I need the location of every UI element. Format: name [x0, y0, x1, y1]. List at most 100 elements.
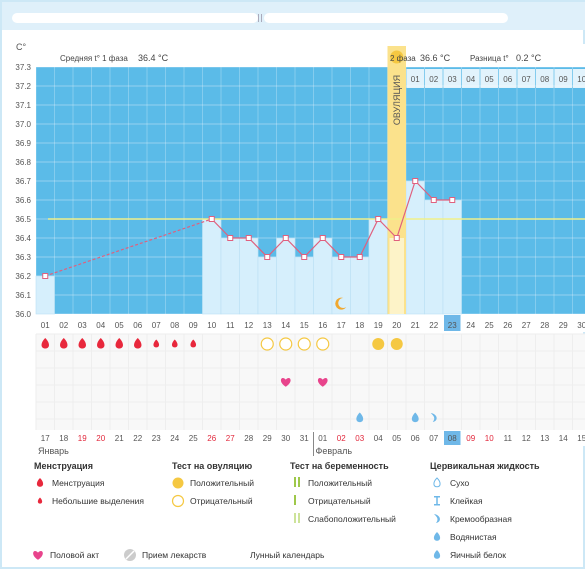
- cycle-day-label: 02: [59, 321, 68, 330]
- pill-line: [125, 550, 135, 560]
- intercourse-heart-icon: [280, 377, 291, 387]
- cycle-day-label: 21: [411, 321, 420, 330]
- y-tick-label: 36.1: [15, 291, 31, 300]
- pregtest-bar-a: [294, 477, 296, 487]
- date-label: 01: [318, 434, 327, 443]
- cycle-day-label: 15: [300, 321, 309, 330]
- menstruation-drop-icon: [134, 338, 142, 349]
- date-label: 24: [170, 434, 179, 443]
- phase2-day-label: 03: [448, 75, 457, 84]
- date-label: 14: [559, 434, 568, 443]
- cycle-day-label: 04: [96, 321, 105, 330]
- cycle-day-label: 23: [448, 321, 457, 330]
- date-label: 29: [263, 434, 272, 443]
- legend-ovtest-negative-icon: [171, 494, 185, 508]
- date-label: 04: [374, 434, 383, 443]
- ovtest-positive-icon: [390, 338, 403, 350]
- cycle-day-label: 08: [170, 321, 179, 330]
- legend-pregtest-title: Тест на беременность: [290, 461, 389, 471]
- legend-fluid-label: Яичный белок: [450, 550, 506, 560]
- legend-pregtest-icon: [294, 477, 300, 487]
- y-tick-label: 37.2: [15, 82, 31, 91]
- temperature-point: [227, 235, 234, 241]
- cycle-day-label: 14: [281, 321, 290, 330]
- phase2-day-cell: [499, 69, 517, 88]
- temperature-segment: [377, 218, 398, 239]
- date-label: 02: [337, 434, 346, 443]
- cycle-day-label: 10: [207, 321, 216, 330]
- horizontal-scrollbar[interactable]: [2, 2, 585, 30]
- spotting-drop-icon: [171, 339, 178, 348]
- temperature-point: [338, 254, 345, 260]
- temperature-segment: [396, 180, 416, 239]
- legend-egg-white-icon: [433, 550, 441, 559]
- cycle-day-label: 26: [503, 321, 512, 330]
- cycle-day-label: 19: [374, 321, 383, 330]
- temperature-segment: [248, 237, 268, 258]
- temperature-point: [245, 235, 252, 241]
- cycle-day-label: 20: [392, 321, 401, 330]
- y-tick-label: 36.0: [15, 310, 31, 319]
- legend-dry-icon: [433, 477, 441, 488]
- cycle-day-label: 22: [429, 321, 438, 330]
- date-label: 12: [522, 434, 531, 443]
- scrollbar-track-right[interactable]: [264, 13, 508, 23]
- pregtest-bar-b: [298, 477, 300, 487]
- legend-intercourse-label: Половой акт: [50, 550, 99, 560]
- phase2-day-label: 07: [522, 75, 531, 84]
- moon-icon: [335, 297, 347, 310]
- date-label: 19: [78, 434, 87, 443]
- legend-spotting-label: Небольшие выделения: [52, 496, 144, 506]
- y-tick-label: 36.9: [15, 139, 31, 148]
- y-tick-label: 37.0: [15, 120, 31, 129]
- temperature-bar: [257, 256, 277, 315]
- cycle-day-label: 28: [540, 321, 549, 330]
- temperature-bar: [202, 218, 222, 315]
- cycle-day-label: 13: [263, 321, 272, 330]
- legend-intercourse-icon: [33, 550, 43, 560]
- date-label: 17: [41, 434, 50, 443]
- temperature-bar: [313, 237, 333, 315]
- temperature-point: [393, 235, 400, 241]
- cycle-day-label: 06: [133, 321, 142, 330]
- temperature-segment: [211, 218, 231, 239]
- diff-label: Разница t°: [470, 54, 509, 63]
- cycle-day-label: 17: [337, 321, 346, 330]
- temperature-segment: [285, 237, 305, 258]
- pregtest-bar-a: [294, 495, 296, 505]
- legend-pregtest-label: Отрицательный: [308, 496, 371, 506]
- legend-menstruation-label: Менструация: [52, 478, 105, 488]
- date-label: 10: [485, 434, 494, 443]
- date-label: 31: [300, 434, 309, 443]
- date-label: 22: [133, 434, 142, 443]
- sticky-bottom: [434, 504, 440, 506]
- phase2-value: 36.6 °C: [420, 53, 451, 63]
- cycle-day-label: 12: [244, 321, 253, 330]
- cycle-day-label: 30: [577, 321, 585, 330]
- scrollbar-grip-icon[interactable]: [258, 14, 262, 22]
- phase2-day-label: 05: [485, 75, 494, 84]
- spotting-drop-icon: [153, 339, 160, 348]
- pregtest-bar-b: [298, 513, 300, 523]
- phase2-day-label: 01: [411, 75, 420, 84]
- date-label: 30: [281, 434, 290, 443]
- temperature-point: [42, 273, 49, 279]
- cycle-day-label: 25: [485, 321, 494, 330]
- phase2-day-cell: [536, 69, 554, 88]
- legend-pregtest-label: Положительный: [308, 478, 372, 488]
- phase2-day-label: 10: [577, 75, 585, 84]
- scrollbar-track-left[interactable]: [12, 13, 258, 23]
- date-label: 21: [115, 434, 124, 443]
- legend-pregtest-label: Слабоположительный: [308, 514, 396, 524]
- cycle-day-label: 05: [115, 321, 124, 330]
- date-label: 08: [448, 434, 457, 443]
- phase2-day-cell: [462, 69, 480, 88]
- menstruation-drop-icon: [115, 338, 123, 349]
- sticky-stem: [436, 496, 438, 505]
- creamy-fluid-icon: [430, 413, 437, 422]
- temperature-bar: [294, 256, 314, 315]
- temperature-segment: [359, 218, 379, 258]
- temperature-segment: [45, 218, 212, 277]
- today-cycle-cell: [444, 315, 461, 331]
